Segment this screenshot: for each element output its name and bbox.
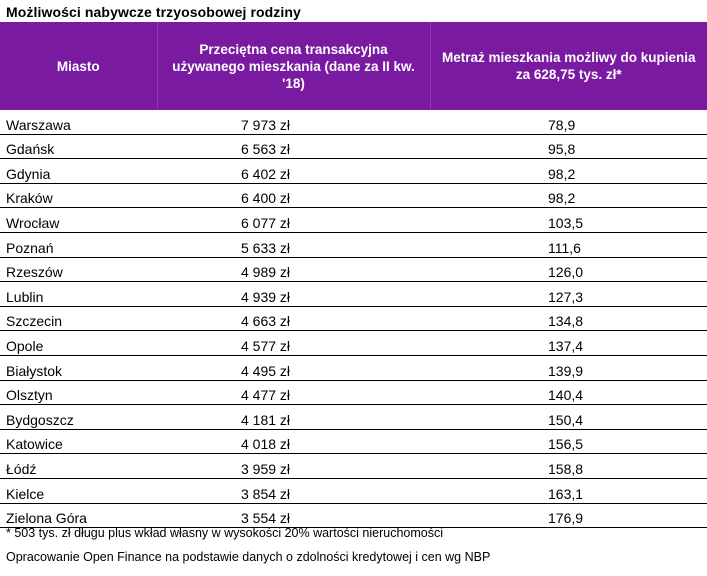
cell-area: 98,2 bbox=[430, 183, 707, 209]
footnote-debt: * 503 tys. zł długu plus wkład własny w … bbox=[6, 526, 443, 540]
cell-city: Opole bbox=[0, 330, 157, 356]
cell-area: 127,3 bbox=[430, 281, 707, 307]
cell-price: 6 400 zł bbox=[157, 183, 430, 209]
cell-price: 7 973 zł bbox=[157, 110, 430, 135]
cell-city: Rzeszów bbox=[0, 257, 157, 283]
table-row: Białystok 4 495 zł 139,9 bbox=[0, 355, 707, 381]
cell-price: 4 989 zł bbox=[157, 257, 430, 283]
header-price: Przeciętna cena transakcyjna używanego m… bbox=[157, 22, 431, 110]
header-area: Metraż mieszkania możliwy do kupienia za… bbox=[430, 22, 707, 110]
cell-price: 3 554 zł bbox=[157, 503, 430, 529]
table-row: Wrocław 6 077 zł 103,5 bbox=[0, 207, 707, 233]
cell-city: Szczecin bbox=[0, 306, 157, 332]
cell-area: 163,1 bbox=[430, 478, 707, 504]
cell-city: Wrocław bbox=[0, 207, 157, 233]
cell-price: 6 563 zł bbox=[157, 134, 430, 160]
cell-area: 95,8 bbox=[430, 134, 707, 160]
table-row: Rzeszów 4 989 zł 126,0 bbox=[0, 257, 707, 283]
cell-city: Bydgoszcz bbox=[0, 404, 157, 430]
table-row: Kielce 3 854 zł 163,1 bbox=[0, 478, 707, 504]
table-row: Warszawa 7 973 zł 78,9 bbox=[0, 110, 707, 135]
cell-area: 176,9 bbox=[430, 503, 707, 529]
cell-price: 4 495 zł bbox=[157, 355, 430, 381]
cell-price: 3 854 zł bbox=[157, 478, 430, 504]
cell-price: 6 402 zł bbox=[157, 158, 430, 184]
table-row: Opole 4 577 zł 137,4 bbox=[0, 330, 707, 356]
cell-city: Olsztyn bbox=[0, 380, 157, 406]
cell-city: Kielce bbox=[0, 478, 157, 504]
cell-price: 3 959 zł bbox=[157, 453, 430, 479]
cell-price: 4 018 zł bbox=[157, 429, 430, 455]
table-row: Poznań 5 633 zł 111,6 bbox=[0, 232, 707, 258]
cell-area: 158,8 bbox=[430, 453, 707, 479]
affordability-table: Miasto Przeciętna cena transakcyjna używ… bbox=[0, 22, 707, 529]
header-city: Miasto bbox=[0, 22, 158, 110]
table-body: Warszawa 7 973 zł 78,9 Gdańsk 6 563 zł 95,8 Gd… bbox=[0, 110, 707, 529]
cell-area: 139,9 bbox=[430, 355, 707, 381]
cell-city: Łódź bbox=[0, 453, 157, 479]
table-header: Miasto Przeciętna cena transakcyjna używ… bbox=[0, 22, 707, 110]
table-row: Szczecin 4 663 zł 134,8 bbox=[0, 306, 707, 332]
cell-city: Poznań bbox=[0, 232, 157, 258]
cell-city: Katowice bbox=[0, 429, 157, 455]
cell-area: 137,4 bbox=[430, 330, 707, 356]
cell-city: Kraków bbox=[0, 183, 157, 209]
cell-area: 126,0 bbox=[430, 257, 707, 283]
cell-city: Zielona Góra bbox=[0, 503, 157, 529]
table-row: Zielona Góra 3 554 zł 176,9 bbox=[0, 503, 707, 529]
cell-price: 6 077 zł bbox=[157, 207, 430, 233]
cell-area: 156,5 bbox=[430, 429, 707, 455]
cell-area: 134,8 bbox=[430, 306, 707, 332]
footnote-source: Opracowanie Open Finance na podstawie da… bbox=[6, 550, 491, 564]
cell-price: 4 663 zł bbox=[157, 306, 430, 332]
cell-city: Warszawa bbox=[0, 110, 157, 135]
cell-area: 98,2 bbox=[430, 158, 707, 184]
table-row: Lublin 4 939 zł 127,3 bbox=[0, 281, 707, 307]
table-row: Olsztyn 4 477 zł 140,4 bbox=[0, 380, 707, 406]
table-row: Bydgoszcz 4 181 zł 150,4 bbox=[0, 404, 707, 430]
cell-price: 4 477 zł bbox=[157, 380, 430, 406]
table-row: Łódź 3 959 zł 158,8 bbox=[0, 453, 707, 479]
cell-area: 111,6 bbox=[430, 232, 707, 258]
table-row: Gdynia 6 402 zł 98,2 bbox=[0, 158, 707, 184]
cell-area: 150,4 bbox=[430, 404, 707, 430]
table-row: Katowice 4 018 zł 156,5 bbox=[0, 429, 707, 455]
table-title: Możliwości nabywcze trzyosobowej rodziny bbox=[6, 4, 301, 20]
cell-area: 140,4 bbox=[430, 380, 707, 406]
cell-city: Gdańsk bbox=[0, 134, 157, 160]
header-row: Miasto Przeciętna cena transakcyjna używ… bbox=[0, 22, 707, 110]
cell-area: 78,9 bbox=[430, 110, 707, 135]
table-row: Kraków 6 400 zł 98,2 bbox=[0, 183, 707, 209]
cell-area: 103,5 bbox=[430, 207, 707, 233]
table-row: Gdańsk 6 563 zł 95,8 bbox=[0, 134, 707, 160]
cell-price: 4 181 zł bbox=[157, 404, 430, 430]
cell-city: Gdynia bbox=[0, 158, 157, 184]
cell-city: Lublin bbox=[0, 281, 157, 307]
cell-price: 4 939 zł bbox=[157, 281, 430, 307]
cell-city: Białystok bbox=[0, 355, 157, 381]
cell-price: 4 577 zł bbox=[157, 330, 430, 356]
cell-price: 5 633 zł bbox=[157, 232, 430, 258]
